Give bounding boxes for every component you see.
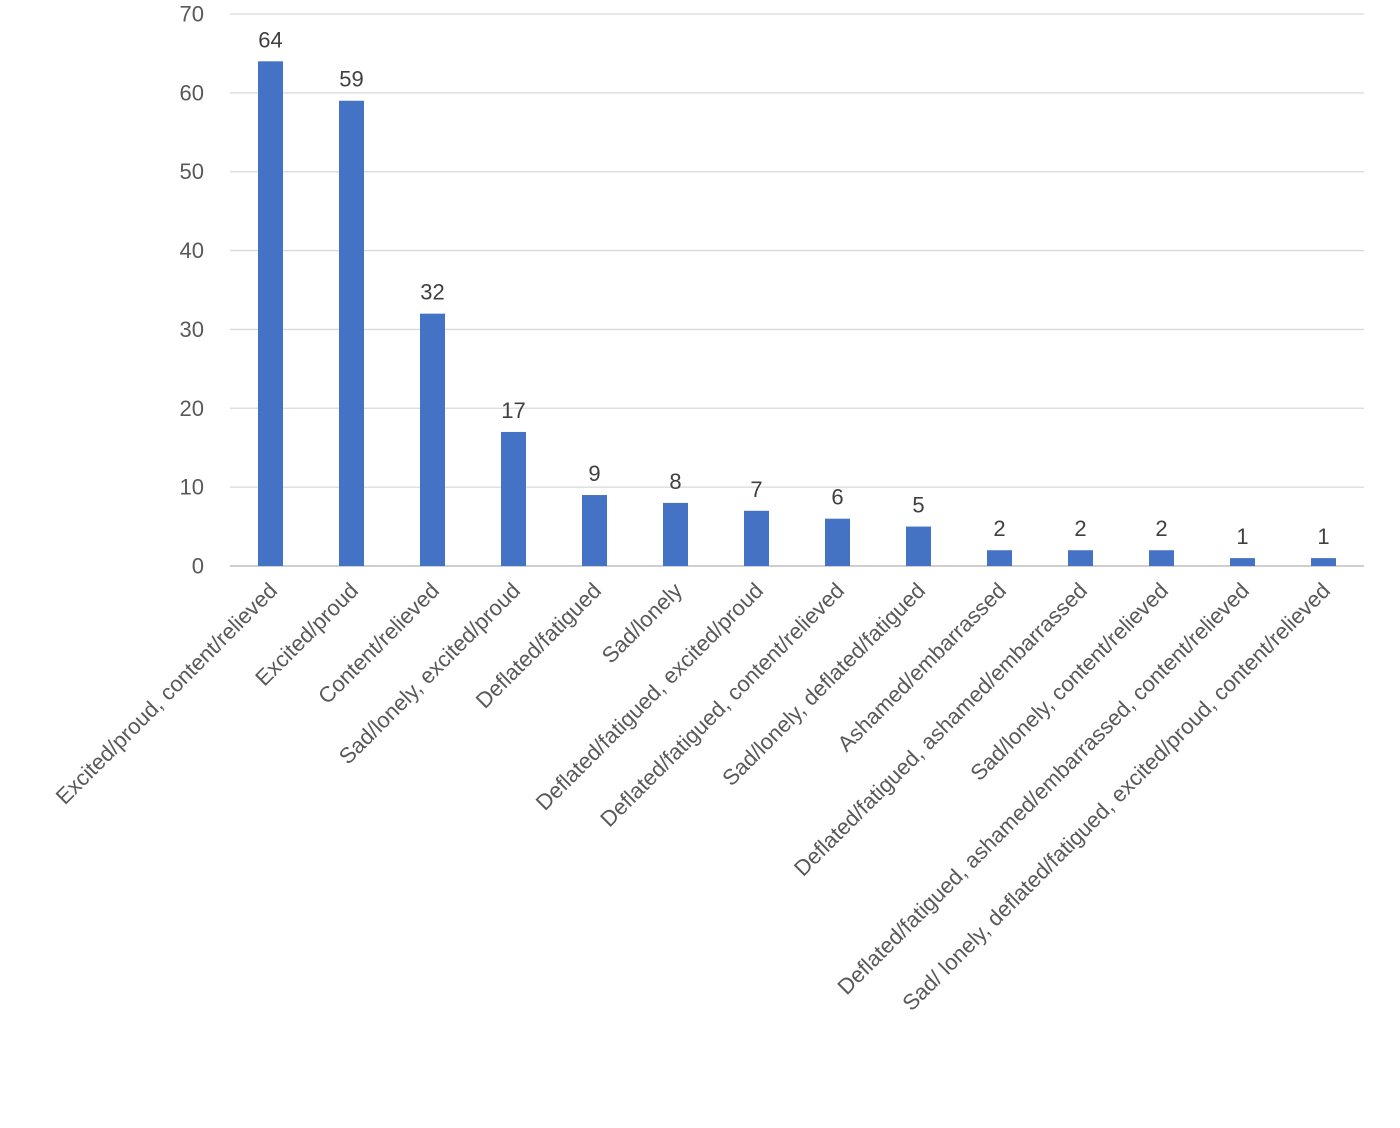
- y-axis-ticks: 0 10 20 30 40 50 60 70: [180, 2, 204, 579]
- category-label: Excited/proud, content/relieved: [51, 578, 282, 809]
- bar: [825, 518, 850, 566]
- data-label: 5: [912, 493, 924, 518]
- bar: [258, 61, 283, 567]
- y-tick-label: 60: [180, 80, 204, 105]
- y-tick-label: 40: [180, 238, 204, 263]
- data-label: 2: [993, 516, 1005, 541]
- data-label: 1: [1317, 524, 1329, 549]
- data-label: 9: [588, 461, 600, 486]
- data-label: 2: [1155, 516, 1167, 541]
- y-tick-label: 50: [180, 159, 204, 184]
- bar: [501, 431, 526, 566]
- data-label: 2: [1074, 516, 1086, 541]
- y-tick-label: 20: [180, 396, 204, 421]
- data-label: 17: [501, 398, 525, 423]
- data-label: 8: [669, 469, 681, 494]
- bar: [663, 502, 688, 566]
- category-label: Deflated/fatigued, ashamed/embarrassed: [789, 578, 1092, 881]
- bar: [582, 495, 607, 566]
- data-label: 7: [750, 477, 762, 502]
- gridlines: [230, 13, 1364, 567]
- bars: [258, 61, 1336, 567]
- data-label: 64: [258, 27, 282, 52]
- bar: [339, 100, 364, 566]
- data-label: 32: [420, 280, 444, 305]
- bar: [987, 550, 1012, 566]
- y-tick-label: 30: [180, 317, 204, 342]
- y-tick-label: 0: [192, 554, 204, 579]
- bar: [1068, 550, 1093, 566]
- data-label: 6: [831, 485, 843, 510]
- x-axis-categories: Excited/proud, content/relievedExcited/p…: [51, 578, 1335, 1016]
- data-labels: 64 59 32 17 9 8 7 6 5 2 2 2 1 1: [258, 27, 1329, 549]
- bar: [744, 510, 769, 566]
- bar: [1149, 550, 1174, 566]
- bar: [906, 526, 931, 566]
- bar: [420, 313, 445, 566]
- data-label: 1: [1236, 524, 1248, 549]
- bar: [1311, 558, 1336, 566]
- y-tick-label: 10: [180, 475, 204, 500]
- y-tick-label: 70: [180, 2, 204, 27]
- data-label: 59: [339, 67, 363, 92]
- bar: [1230, 558, 1255, 566]
